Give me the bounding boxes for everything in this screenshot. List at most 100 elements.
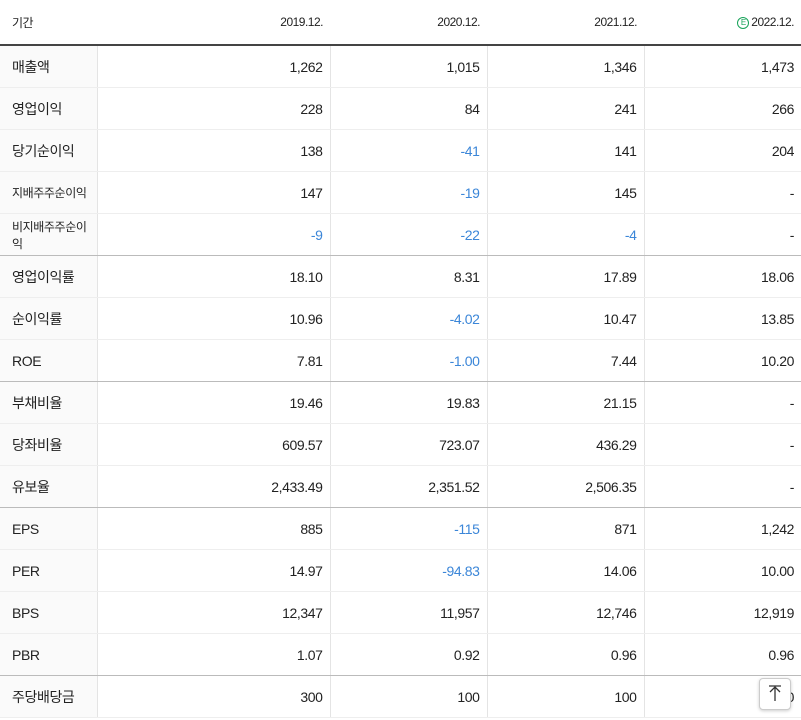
- row-label: 주당배당금: [0, 675, 97, 718]
- table-row: 부채비율 19.46 19.83 21.15-: [0, 381, 801, 424]
- row-label: PBR: [0, 633, 97, 676]
- value-cell: 100: [486, 675, 644, 718]
- header-label: 기간: [12, 15, 34, 30]
- value-cell: 18.10: [96, 255, 330, 298]
- value-cell: 300: [96, 675, 330, 718]
- value-cell: 14.06: [486, 549, 644, 592]
- row-label: 영업이익: [0, 87, 97, 130]
- table-row: EPS 885 -115 871 1,242: [0, 507, 801, 550]
- table-row: ROE 7.81 -1.00 7.44 10.20: [0, 339, 801, 382]
- table-row: 순이익률 10.96 -4.02 10.47 13.85: [0, 297, 801, 340]
- value-cell: 11,957: [329, 591, 487, 634]
- value-cell: 436.29: [486, 423, 644, 466]
- scroll-top-button[interactable]: [759, 678, 791, 710]
- row-label: EPS: [0, 507, 97, 550]
- value-cell: 723.07: [329, 423, 487, 466]
- value-cell: 1,473: [643, 45, 801, 88]
- table-row: PBR 1.07 0.92 0.96 0.96: [0, 633, 801, 676]
- table-row: 주당배당금300100100100: [0, 675, 801, 718]
- value-cell: 12,919: [643, 591, 801, 634]
- value-cell: 885: [96, 507, 330, 550]
- value-cell: -22: [329, 213, 487, 256]
- value-cell: 19.46: [96, 381, 330, 424]
- value-cell: -9: [96, 213, 330, 256]
- value-cell: 1,262: [96, 45, 330, 88]
- row-label: 영업이익률: [0, 255, 97, 298]
- value-cell: 0.96: [486, 633, 644, 676]
- table-row: 당기순이익 138 -41 141 204: [0, 129, 801, 172]
- header-label: 2020.12.: [437, 15, 480, 29]
- value-cell: -: [643, 381, 801, 424]
- row-label: 매출액: [0, 45, 97, 88]
- value-cell: 1.07: [96, 633, 330, 676]
- value-cell: -: [643, 171, 801, 214]
- row-label: 당기순이익: [0, 129, 97, 172]
- value-cell: -19: [329, 171, 487, 214]
- header-cell: 2021.12.: [487, 0, 644, 46]
- value-cell: -4.02: [329, 297, 487, 340]
- value-cell: 241: [486, 87, 644, 130]
- header-row: 기간 2019.12. 2020.12. 2021.12. E 2022.12.: [0, 0, 801, 46]
- value-cell: 1,242: [643, 507, 801, 550]
- table-row: BPS 12,347 11,957 12,746 12,919: [0, 591, 801, 634]
- table-row: 비지배주주순이익 -9 -22 -4-: [0, 213, 801, 256]
- value-cell: 266: [643, 87, 801, 130]
- value-cell: 141: [486, 129, 644, 172]
- value-cell: 10.20: [643, 339, 801, 382]
- value-cell: -115: [329, 507, 487, 550]
- value-cell: 7.81: [96, 339, 330, 382]
- header-cell: E 2022.12.: [644, 0, 801, 46]
- row-label: 당좌비율: [0, 423, 97, 466]
- value-cell: 84: [329, 87, 487, 130]
- value-cell: 2,433.49: [96, 465, 330, 508]
- row-label: PER: [0, 549, 97, 592]
- value-cell: -: [643, 423, 801, 466]
- value-cell: 204: [643, 129, 801, 172]
- value-cell: -: [643, 465, 801, 508]
- header-cell: 2020.12.: [330, 0, 487, 46]
- value-cell: 12,347: [96, 591, 330, 634]
- header-cell: 2019.12.: [97, 0, 330, 46]
- header-label: 2019.12.: [280, 15, 323, 29]
- table-body: 매출액 1,262 1,015 1,346 1,473 영업이익 228 84 241 266 당기…: [0, 45, 801, 718]
- value-cell: 17.89: [486, 255, 644, 298]
- row-label: 지배주주순이익: [0, 171, 97, 214]
- row-label: ROE: [0, 339, 97, 382]
- estimate-badge: E: [737, 17, 750, 29]
- value-cell: 10.96: [96, 297, 330, 340]
- value-cell: -94.83: [329, 549, 487, 592]
- row-label: BPS: [0, 591, 97, 634]
- value-cell: 10.47: [486, 297, 644, 340]
- table-row: 지배주주순이익 147 -19 145-: [0, 171, 801, 214]
- value-cell: 1,346: [486, 45, 644, 88]
- value-cell: 7.44: [486, 339, 644, 382]
- value-cell: 1,015: [329, 45, 487, 88]
- value-cell: 100: [329, 675, 487, 718]
- value-cell: 2,351.52: [329, 465, 487, 508]
- table-row: 영업이익 228 84 241 266: [0, 87, 801, 130]
- table-row: 매출액 1,262 1,015 1,346 1,473: [0, 45, 801, 88]
- value-cell: 18.06: [643, 255, 801, 298]
- value-cell: 145: [486, 171, 644, 214]
- value-cell: 21.15: [486, 381, 644, 424]
- value-cell: 19.83: [329, 381, 487, 424]
- value-cell: -1.00: [329, 339, 487, 382]
- table-row: 영업이익률 18.10 8.31 17.89 18.06: [0, 255, 801, 298]
- value-cell: 8.31: [329, 255, 487, 298]
- value-cell: 609.57: [96, 423, 330, 466]
- value-cell: -41: [329, 129, 487, 172]
- value-cell: 871: [486, 507, 644, 550]
- table-row: 당좌비율 609.57 723.07 436.29-: [0, 423, 801, 466]
- row-label: 비지배주주순이익: [0, 213, 97, 256]
- value-cell: 13.85: [643, 297, 801, 340]
- header-label: 2022.12.: [751, 15, 794, 29]
- header-label: 2021.12.: [594, 15, 637, 29]
- value-cell: 147: [96, 171, 330, 214]
- value-cell: 138: [96, 129, 330, 172]
- value-cell: 14.97: [96, 549, 330, 592]
- table-row: PER 14.97 -94.83 14.06 10.00: [0, 549, 801, 592]
- header-cell: 기간: [0, 0, 97, 46]
- value-cell: 2,506.35: [486, 465, 644, 508]
